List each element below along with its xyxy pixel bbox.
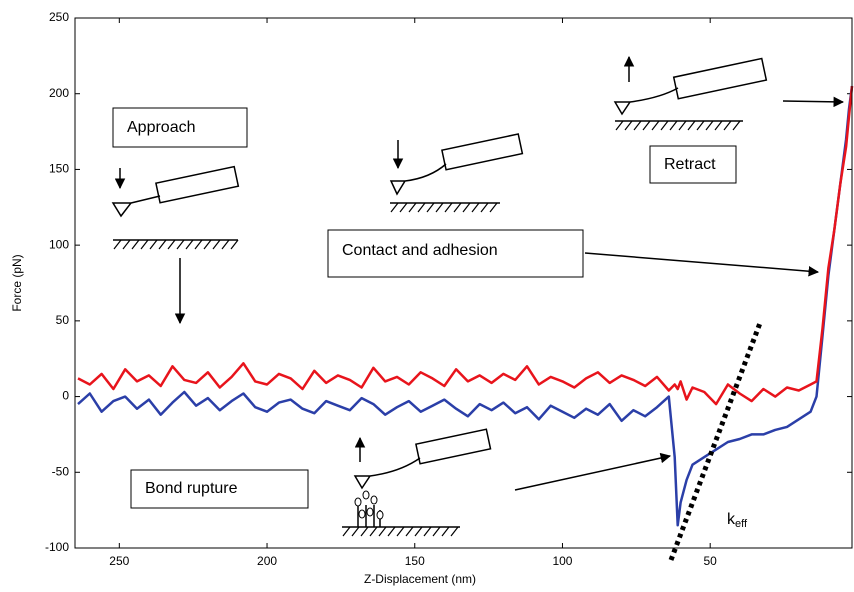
y-tick-label: 0 bbox=[62, 389, 69, 403]
series-line bbox=[77, 85, 854, 406]
hatch bbox=[615, 120, 741, 131]
annotation: Approach bbox=[127, 119, 196, 136]
annotation: Contact and adhesion bbox=[342, 242, 498, 259]
keff-sub: eff bbox=[735, 518, 748, 530]
hatch bbox=[342, 526, 459, 537]
annotation-box bbox=[327, 229, 584, 278]
keff-main: k bbox=[727, 511, 736, 528]
plot-area: -100 -50 0 50 100 150 200 250 250 200 150 100 50 bbox=[45, 10, 854, 568]
x-tick-label: 250 bbox=[109, 554, 129, 568]
annotation-box bbox=[649, 145, 737, 184]
y-tick-label: -50 bbox=[52, 464, 70, 478]
y-tick-label: -100 bbox=[45, 540, 69, 554]
series-line bbox=[77, 85, 854, 527]
tip bbox=[613, 87, 679, 116]
annotation: Bond rupture bbox=[145, 480, 238, 497]
cantilever bbox=[672, 57, 768, 100]
x-tick-label: 200 bbox=[257, 554, 277, 568]
ligands bbox=[354, 490, 384, 520]
x-tick-label: 150 bbox=[405, 554, 425, 568]
arrow bbox=[514, 452, 672, 491]
keff-label: keff bbox=[727, 511, 748, 530]
x-axis-label: Z-Displacement (nm) bbox=[364, 572, 476, 586]
y-tick-label: 50 bbox=[56, 313, 70, 327]
cantilever bbox=[441, 133, 524, 171]
hatch bbox=[390, 202, 498, 213]
arrow bbox=[584, 252, 820, 277]
bonds bbox=[357, 505, 381, 527]
tip bbox=[353, 457, 421, 490]
y-tick-label: 100 bbox=[49, 237, 69, 251]
cantilever bbox=[415, 428, 492, 465]
y-tick-label: 250 bbox=[49, 10, 69, 24]
annotation-box bbox=[130, 469, 309, 509]
annotations: Approach Retract Contact and adhesion Bo… bbox=[112, 107, 748, 530]
y-tick-label: 200 bbox=[49, 86, 69, 100]
slope-line bbox=[668, 322, 763, 561]
arrow bbox=[782, 96, 845, 108]
annotation-box bbox=[112, 107, 248, 148]
y-tick-label: 150 bbox=[49, 162, 69, 176]
x-tick-label: 100 bbox=[552, 554, 572, 568]
x-tick-label: 50 bbox=[704, 554, 718, 568]
tip bbox=[389, 163, 447, 196]
hatch bbox=[113, 239, 239, 250]
axes-frame bbox=[74, 17, 853, 549]
annotation: Retract bbox=[664, 156, 716, 173]
y-axis-label: Force (pN) bbox=[10, 254, 24, 311]
cantilever bbox=[155, 165, 240, 204]
tip bbox=[111, 195, 161, 218]
